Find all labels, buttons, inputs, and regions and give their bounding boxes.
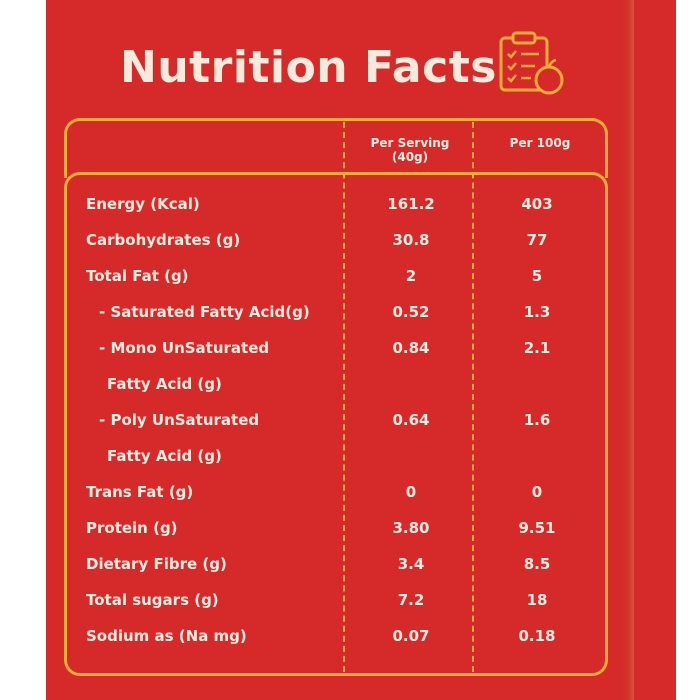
per-100g-value: 1.6 bbox=[523, 411, 551, 429]
per-serving-value: 7.2 bbox=[397, 591, 425, 609]
per-100g-value: 2.1 bbox=[523, 339, 551, 357]
label-panel bbox=[46, 0, 676, 700]
per-serving-value: 0.84 bbox=[392, 339, 430, 357]
per-100g-value: 5 bbox=[531, 267, 543, 285]
per-serving-value: 30.8 bbox=[392, 231, 430, 249]
per-serving-value: 0.64 bbox=[392, 411, 430, 429]
nutrient-label: Trans Fat (g) bbox=[86, 483, 194, 501]
nutrient-label: Dietary Fibre (g) bbox=[86, 555, 227, 573]
per-100g-value: 403 bbox=[521, 195, 553, 213]
per-100g-value: 8.5 bbox=[523, 555, 551, 573]
column-divider bbox=[343, 122, 345, 672]
per-100g-value: 0.18 bbox=[518, 627, 556, 645]
table-header-frame bbox=[64, 118, 608, 178]
nutrient-label: Fatty Acid (g) bbox=[107, 447, 222, 465]
per-serving-value: 2 bbox=[405, 267, 417, 285]
nutrient-label: - Mono UnSaturated bbox=[99, 339, 270, 357]
header-per-serving: Per Serving (40g) bbox=[370, 136, 450, 164]
column-divider bbox=[472, 122, 474, 672]
nutrient-label: Carbohydrates (g) bbox=[86, 231, 241, 249]
per-100g-value: 77 bbox=[526, 231, 548, 249]
clipboard-checklist-apple-icon bbox=[499, 31, 564, 95]
per-serving-value: 0 bbox=[405, 483, 417, 501]
package-edge bbox=[620, 0, 634, 700]
nutrient-label: - Poly UnSaturated bbox=[99, 411, 260, 429]
nutrient-label: Protein (g) bbox=[86, 519, 178, 537]
nutrient-label: Energy (Kcal) bbox=[86, 195, 200, 213]
nutrient-label: - Saturated Fatty Acid(g) bbox=[99, 303, 310, 321]
per-100g-value: 1.3 bbox=[523, 303, 551, 321]
per-serving-value: 3.4 bbox=[397, 555, 425, 573]
per-100g-value: 18 bbox=[526, 591, 548, 609]
table-body-frame bbox=[64, 172, 608, 676]
per-serving-value: 0.07 bbox=[392, 627, 430, 645]
nutrient-label: Sodium as (Na mg) bbox=[86, 627, 247, 645]
per-serving-value: 3.80 bbox=[392, 519, 430, 537]
per-serving-value: 0.52 bbox=[392, 303, 430, 321]
per-100g-value: 0 bbox=[531, 483, 543, 501]
nutrient-label: Total Fat (g) bbox=[86, 267, 189, 285]
page-title: Nutrition Facts bbox=[120, 42, 497, 93]
per-serving-value: 161.2 bbox=[387, 195, 435, 213]
nutrient-label: Fatty Acid (g) bbox=[107, 375, 222, 393]
nutrient-label: Total sugars (g) bbox=[86, 591, 219, 609]
header-per-100g: Per 100g bbox=[509, 136, 571, 150]
per-100g-value: 9.51 bbox=[518, 519, 556, 537]
